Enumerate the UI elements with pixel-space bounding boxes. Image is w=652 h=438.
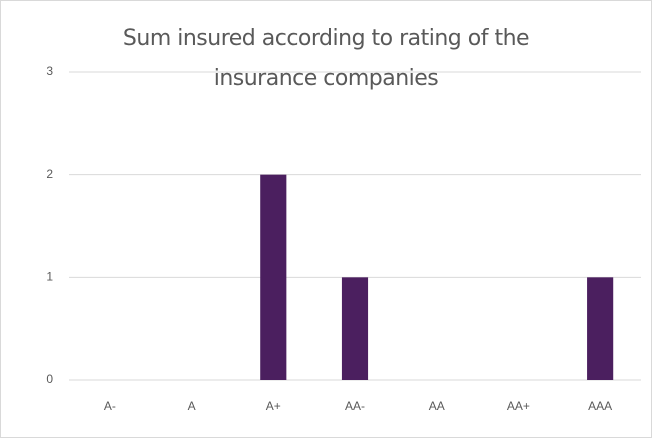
- y-tick-label: 1: [46, 270, 53, 284]
- y-tick-label: 0: [46, 372, 53, 386]
- x-tick-label: AAA: [588, 399, 612, 413]
- y-tick-label: 3: [46, 64, 53, 78]
- x-tick-label: A+: [266, 399, 281, 413]
- x-tick-label: AA: [429, 399, 445, 413]
- x-tick-label: AA-: [345, 399, 365, 413]
- bar: [341, 277, 369, 380]
- x-tick-label: A: [188, 399, 196, 413]
- bar: [587, 277, 614, 380]
- x-tick-label: A-: [104, 399, 116, 413]
- bar: [260, 174, 287, 380]
- y-tick-label: 2: [46, 167, 53, 181]
- x-tick-label: AA+: [507, 399, 530, 413]
- chart-title: Sum insured according to rating of the i…: [122, 26, 530, 91]
